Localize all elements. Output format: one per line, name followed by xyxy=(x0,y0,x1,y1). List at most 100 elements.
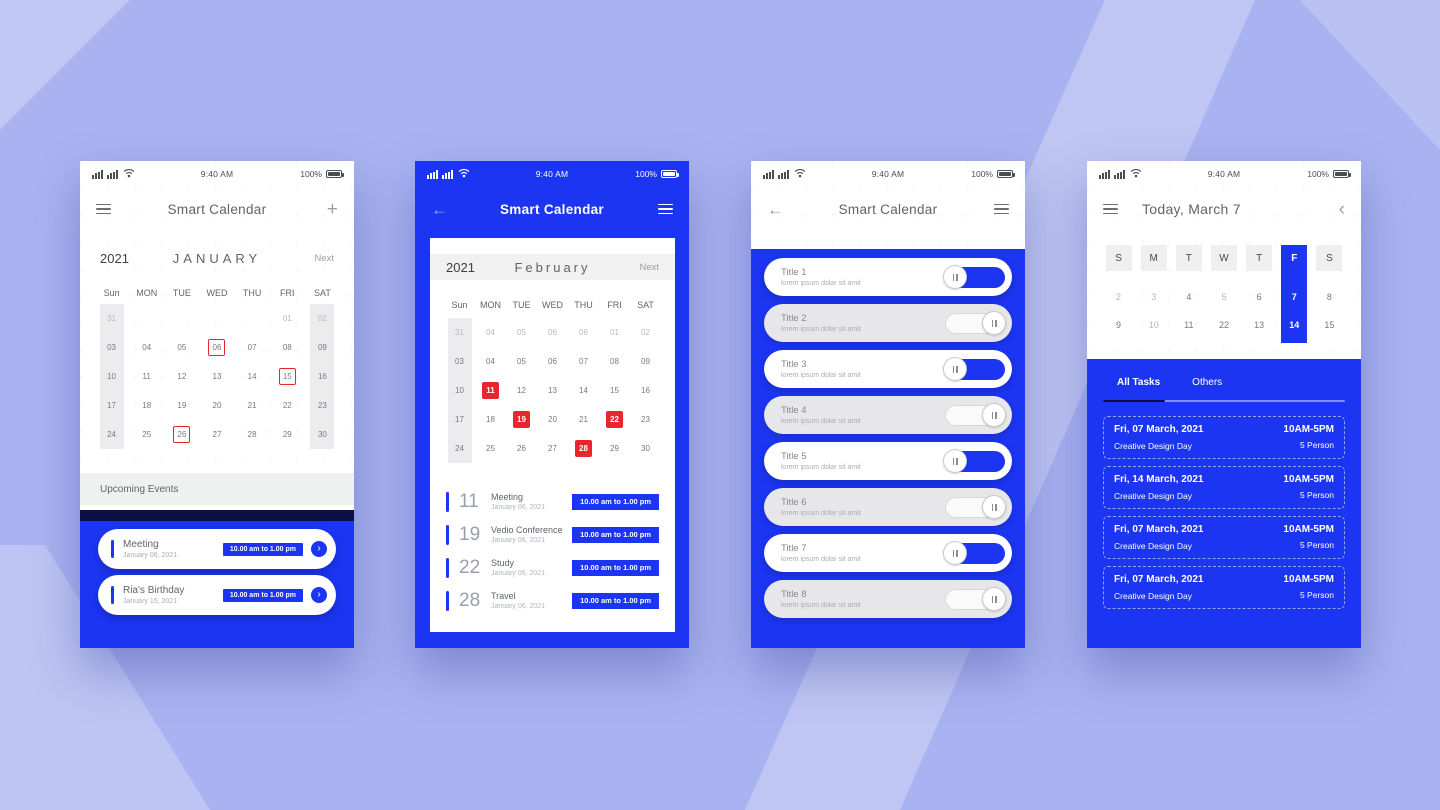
calendar-day-cell[interactable]: 26 xyxy=(506,434,537,463)
calendar-day-cell[interactable]: 22 xyxy=(599,405,630,434)
add-event-icon[interactable]: + xyxy=(326,198,338,220)
calendar-day-cell[interactable]: 06 xyxy=(199,333,234,362)
calendar-day-cell[interactable]: 02 xyxy=(630,318,661,347)
event-row[interactable]: 28 Travel January 06, 2021 10.00 am to 1.00… xyxy=(430,584,675,617)
calendar-day-cell[interactable]: 01 xyxy=(270,304,305,333)
toggle-knob pause-icon[interactable] xyxy=(943,357,967,381)
week-day-number[interactable]: 15 xyxy=(1324,320,1335,330)
calendar-day-cell[interactable]: 06 xyxy=(537,347,568,376)
calendar-day-cell[interactable]: 02 xyxy=(305,304,340,333)
week-column-box[interactable]: S 8 15 xyxy=(1316,245,1343,343)
toggle-knob pause-icon[interactable] xyxy=(982,311,1006,335)
toggle-switch[interactable] xyxy=(943,541,1005,565)
week-day-number[interactable]: 9 xyxy=(1116,320,1122,330)
calendar-day-cell[interactable]: 21 xyxy=(568,405,599,434)
calendar-day-cell[interactable]: 24 xyxy=(94,420,129,449)
toggle-knob pause-icon[interactable] xyxy=(943,449,967,473)
calendar-day-cell[interactable]: 05 xyxy=(164,333,199,362)
calendar-day-cell[interactable]: 18 xyxy=(475,405,506,434)
calendar-day-cell[interactable]: 05 xyxy=(506,318,537,347)
calendar-day-cell[interactable]: 29 xyxy=(270,420,305,449)
calendar-day-cell[interactable]: 27 xyxy=(199,420,234,449)
calendar-day-cell[interactable]: 03 xyxy=(444,347,475,376)
calendar-day-cell[interactable]: 09 xyxy=(305,333,340,362)
menu-icon[interactable] xyxy=(658,203,673,215)
task-card[interactable]: Fri, 14 March, 2021 Creative Design Day 10… xyxy=(1103,466,1345,509)
calendar-day-cell[interactable]: 08 xyxy=(599,347,630,376)
calendar-day-cell[interactable]: 06 xyxy=(537,318,568,347)
toggle-switch[interactable] xyxy=(945,403,1006,427)
calendar-day-cell[interactable]: 15 xyxy=(599,376,630,405)
calendar-day-cell[interactable]: 28 xyxy=(568,434,599,463)
toggle-card[interactable]: Title 1 lorem ipsum dolar sit amit xyxy=(764,258,1012,296)
event-card[interactable]: Ria's Birthday January 15, 2021 10.00 am t… xyxy=(98,575,336,615)
toggle-card[interactable]: Title 3 lorem ipsum dolar sit amit xyxy=(764,350,1012,388)
next-month-button[interactable]: Next xyxy=(639,261,659,273)
toggle-card[interactable]: Title 5 lorem ipsum dolar sit amit xyxy=(764,442,1012,480)
week-day-number[interactable]: 22 xyxy=(1218,320,1229,330)
calendar-day-cell[interactable]: 27 xyxy=(537,434,568,463)
calendar-day-cell[interactable]: 20 xyxy=(199,391,234,420)
toggle-knob pause-icon[interactable] xyxy=(982,403,1006,427)
calendar-day-cell[interactable]: 16 xyxy=(305,362,340,391)
toggle-switch[interactable] xyxy=(945,495,1006,519)
calendar-day-cell[interactable]: 04 xyxy=(475,347,506,376)
calendar-day-cell[interactable]: 15 xyxy=(270,362,305,391)
toggle-knob pause-icon[interactable] xyxy=(982,587,1006,611)
week-day-number[interactable]: 7 xyxy=(1291,292,1297,302)
event-row[interactable]: 22 Study January 06, 2021 10.00 am to 1.00 … xyxy=(430,551,675,584)
calendar-day-cell[interactable]: 03 xyxy=(94,333,129,362)
toggle-switch[interactable] xyxy=(945,587,1006,611)
week-column-box[interactable]: W 5 22 xyxy=(1210,245,1237,343)
calendar-day-cell[interactable]: 11 xyxy=(475,376,506,405)
calendar-day-cell[interactable]: 08 xyxy=(270,333,305,362)
back-arrow-icon[interactable]: ← xyxy=(767,199,784,219)
toggle-card[interactable]: Title 7 lorem ipsum dolar sit amit xyxy=(764,534,1012,572)
event-row[interactable]: 19 Vedio Conference January 06, 2021 10.00 … xyxy=(430,518,675,551)
calendar-day-cell[interactable]: 23 xyxy=(305,391,340,420)
calendar-day-cell[interactable]: 17 xyxy=(444,405,475,434)
calendar-day-cell[interactable]: 18 xyxy=(129,391,164,420)
toggle-knob pause-icon[interactable] xyxy=(943,541,967,565)
toggle-knob pause-icon[interactable] xyxy=(943,265,967,289)
week-day-number[interactable]: 11 xyxy=(1184,320,1194,330)
toggle-switch[interactable] xyxy=(943,265,1005,289)
calendar-day-cell[interactable]: 30 xyxy=(630,434,661,463)
calendar-day-cell[interactable]: 06 xyxy=(568,318,599,347)
tab-others[interactable]: Others xyxy=(1192,377,1223,388)
calendar-day-cell[interactable]: 12 xyxy=(506,376,537,405)
task-card[interactable]: Fri, 07 March, 2021 Creative Design Day 10… xyxy=(1103,566,1345,609)
calendar-day-cell[interactable]: 01 xyxy=(599,318,630,347)
task-card[interactable]: Fri, 07 March, 2021 Creative Design Day 10… xyxy=(1103,516,1345,559)
calendar-day-cell[interactable]: 04 xyxy=(475,318,506,347)
calendar-day-cell[interactable]: 19 xyxy=(164,391,199,420)
calendar-day-cell[interactable]: 19 xyxy=(506,405,537,434)
week-day-number[interactable]: 8 xyxy=(1326,292,1332,302)
calendar-day-cell[interactable]: 05 xyxy=(506,347,537,376)
toggle-card[interactable]: Title 4 lorem ipsum dolar sit amit xyxy=(764,396,1012,434)
calendar-day-cell[interactable]: 07 xyxy=(568,347,599,376)
calendar-day-cell[interactable]: 13 xyxy=(537,376,568,405)
toggle-card[interactable]: Title 6 lorem ipsum dolar sit amit xyxy=(764,488,1012,526)
week-day-number[interactable]: 10 xyxy=(1148,320,1159,330)
calendar-day-cell[interactable]: 12 xyxy=(164,362,199,391)
chevron-left-icon[interactable]: ‹ xyxy=(1338,198,1345,220)
calendar-day-cell[interactable]: 07 xyxy=(235,333,270,362)
menu-icon[interactable] xyxy=(994,203,1009,215)
week-column-box[interactable]: M 3 10 xyxy=(1140,245,1167,343)
calendar-day-cell[interactable]: 11 xyxy=(129,362,164,391)
event-open-button[interactable]: › xyxy=(311,587,327,603)
calendar-day-cell[interactable]: 24 xyxy=(444,434,475,463)
calendar-day-cell[interactable]: 17 xyxy=(94,391,129,420)
week-day-number[interactable]: 6 xyxy=(1256,292,1262,302)
toggle-switch[interactable] xyxy=(945,311,1006,335)
calendar-day-cell[interactable]: 20 xyxy=(537,405,568,434)
calendar-day-cell[interactable]: 04 xyxy=(129,333,164,362)
toggle-switch[interactable] xyxy=(943,357,1005,381)
tab-all-tasks[interactable]: All Tasks xyxy=(1117,377,1161,388)
calendar-day-cell[interactable]: 23 xyxy=(630,405,661,434)
calendar-day-cell[interactable]: 25 xyxy=(475,434,506,463)
event-open-button[interactable]: › xyxy=(311,541,327,557)
next-month-button[interactable]: Next xyxy=(314,253,334,264)
calendar-day-cell[interactable]: 29 xyxy=(599,434,630,463)
